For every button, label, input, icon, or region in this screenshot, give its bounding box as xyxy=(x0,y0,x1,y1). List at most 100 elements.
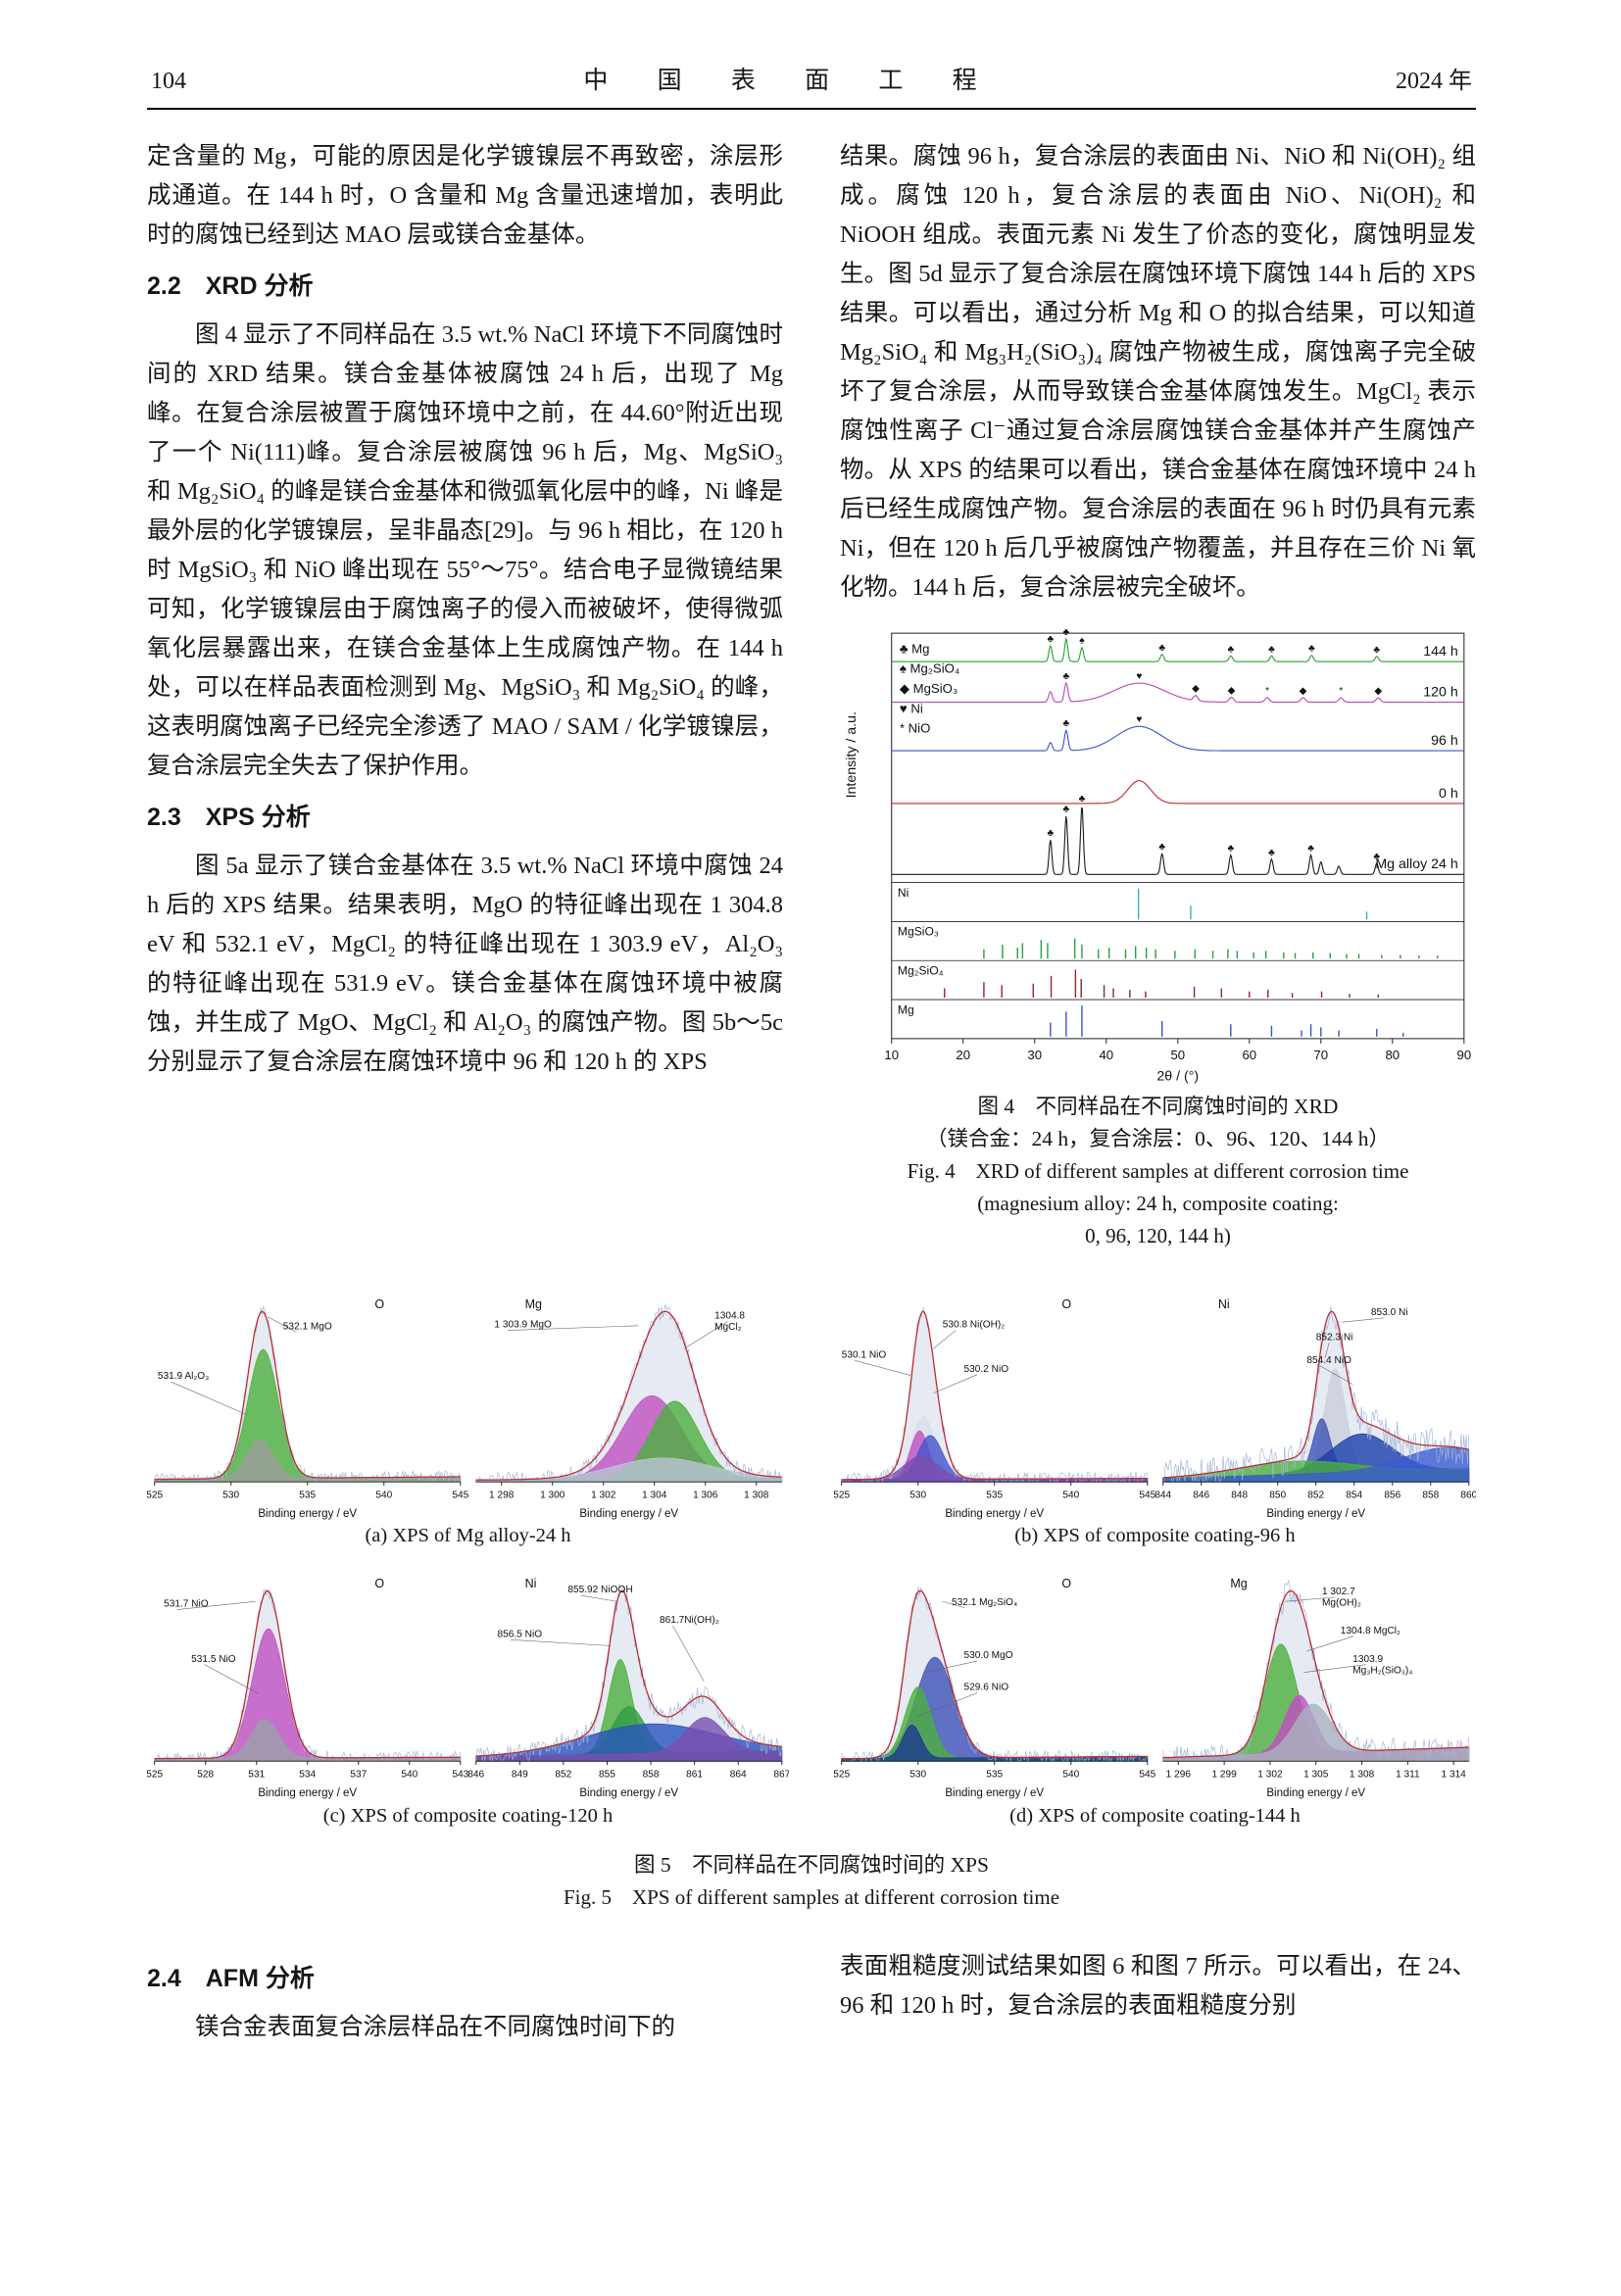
svg-text:Binding energy / eV: Binding energy / eV xyxy=(945,1507,1044,1519)
svg-text:Mg₂SiO₄: Mg₂SiO₄ xyxy=(898,963,944,977)
panel-c: 525 528 531 534 537 540 543 Binding energy / eV… xyxy=(147,1561,789,1841)
svg-text:♣: ♣ xyxy=(1227,844,1234,855)
xps-chart-d-mg: 1 296 1 299 1 302 1 305 1 308 1 311 1 314 Bindi… xyxy=(1155,1561,1477,1805)
svg-text:♣: ♣ xyxy=(1158,643,1165,654)
svg-text:528: 528 xyxy=(197,1770,214,1781)
svg-text:545: 545 xyxy=(1139,1770,1154,1781)
panel-c-caption: (c) XPS of composite coating-120 h xyxy=(322,1804,614,1827)
bottom-right-column: 表面粗糙度测试结果如图 6 和图 7 所示。可以看出，在 24、96 和 120… xyxy=(840,1947,1476,2047)
paragraph-xps: 图 5a 显示了镁合金基体在 3.5 wt.% NaCl 环境中腐蚀 24 h … xyxy=(147,853,783,1075)
svg-text:♣: ♣ xyxy=(1268,644,1275,655)
figure4-caption-en-1: Fig. 4 XRD of different samples at diffe… xyxy=(907,1158,1409,1183)
xps-chart-b-ni: 844 846 848 850 852 854 856 858 860 Binding energ… xyxy=(1155,1282,1477,1526)
svg-text:1 302: 1 302 xyxy=(1257,1770,1283,1781)
svg-text:540: 540 xyxy=(1062,1770,1079,1781)
svg-text:Binding energy / eV: Binding energy / eV xyxy=(945,1787,1044,1799)
svg-text:852.3 Ni: 852.3 Ni xyxy=(1315,1332,1352,1343)
panel-a-caption: (a) XPS of Mg alloy-24 h xyxy=(365,1525,571,1547)
svg-text:Intensity / a.u.: Intensity / a.u. xyxy=(844,711,860,798)
svg-text:Binding energy / eV: Binding energy / eV xyxy=(1266,1507,1365,1519)
svg-text:540: 540 xyxy=(375,1490,392,1500)
svg-text:1 311: 1 311 xyxy=(1396,1770,1420,1781)
svg-text:525: 525 xyxy=(147,1770,164,1781)
svg-text:856: 856 xyxy=(1384,1490,1400,1500)
svg-text:10: 10 xyxy=(884,1048,899,1062)
svg-text:858: 858 xyxy=(642,1770,659,1781)
svg-text:861: 861 xyxy=(686,1770,703,1781)
svg-text:1304.8 MgCl₂: 1304.8 MgCl₂ xyxy=(1340,1626,1400,1637)
panel-d-caption: (d) XPS of composite coating-144 h xyxy=(1009,1804,1301,1827)
svg-text:O: O xyxy=(374,1577,384,1590)
left-column: 定含量的 Mg，可能的原因是化学镀镍层不再致密，涂层形成通道。在 144 h 时… xyxy=(147,137,783,1252)
svg-text:MgSiO₃: MgSiO₃ xyxy=(898,925,939,939)
svg-text:848: 848 xyxy=(1231,1490,1248,1500)
svg-text:Binding energy / eV: Binding energy / eV xyxy=(258,1507,357,1519)
svg-text:1 304: 1 304 xyxy=(642,1490,667,1500)
svg-text:855.92 NiOOH: 855.92 NiOOH xyxy=(567,1585,632,1595)
svg-text:532.1 MgO: 532.1 MgO xyxy=(283,1321,332,1332)
xps-chart-a-mg: 1 298 1 300 1 302 1 304 1 306 1 308 Binding en… xyxy=(468,1282,790,1526)
svg-text:1 305: 1 305 xyxy=(1303,1770,1329,1781)
svg-text:1 299: 1 299 xyxy=(1211,1770,1237,1781)
section-heading-2-3: 2.3 XPS 分析 xyxy=(147,804,311,831)
figure5-row-1: 525 530 535 540 545 Binding energy / eV O 532.1… xyxy=(147,1282,1476,1562)
svg-text:Binding energy / eV: Binding energy / eV xyxy=(258,1787,357,1799)
svg-text:*: * xyxy=(1339,686,1343,697)
svg-text:534: 534 xyxy=(299,1770,316,1781)
svg-text:535: 535 xyxy=(299,1490,316,1500)
svg-text:855: 855 xyxy=(599,1770,615,1781)
svg-text:♥: ♥ xyxy=(1136,714,1142,725)
svg-text:1 306: 1 306 xyxy=(693,1490,718,1500)
xps-chart-a-o: 525 530 535 540 545 Binding energy / eV O 532.1… xyxy=(147,1282,468,1526)
xps-chart-d-o: 525 530 535 540 545 Binding energy / eV O 532.1… xyxy=(834,1561,1155,1805)
svg-text:20: 20 xyxy=(956,1048,970,1062)
xps-chart-c-o: 525 528 531 534 537 540 543 Binding energy / eV… xyxy=(147,1561,468,1805)
figure4-caption-cn-1: 图 4 不同样品在不同腐蚀时间的 XRD xyxy=(977,1094,1339,1118)
right-column: 结果。腐蚀 96 h，复合涂层的表面由 Ni、NiO 和 Ni(OH)₂ 组成。… xyxy=(840,137,1476,1252)
svg-text:535: 535 xyxy=(986,1770,1003,1781)
svg-text:530: 530 xyxy=(222,1490,239,1500)
figure-5: 525 530 535 540 545 Binding energy / eV O 532.1… xyxy=(147,1282,1476,1914)
svg-text:Binding energy / eV: Binding energy / eV xyxy=(579,1507,678,1519)
svg-text:♣: ♣ xyxy=(1063,671,1070,682)
svg-text:849: 849 xyxy=(511,1770,527,1781)
svg-text:532.1 Mg₂SiO₄: 532.1 Mg₂SiO₄ xyxy=(952,1597,1017,1608)
svg-text:Mg alloy 24 h: Mg alloy 24 h xyxy=(1375,856,1457,872)
svg-text:852: 852 xyxy=(1307,1490,1324,1500)
svg-text:♣: ♣ xyxy=(1308,644,1315,655)
svg-text:80: 80 xyxy=(1385,1048,1400,1062)
svg-text:1 308: 1 308 xyxy=(744,1490,769,1500)
svg-text:Mg: Mg xyxy=(524,1297,541,1311)
svg-text:♠: ♠ xyxy=(1079,636,1085,647)
svg-text:1 314: 1 314 xyxy=(1441,1770,1466,1781)
svg-text:O: O xyxy=(1061,1297,1071,1311)
svg-text:867: 867 xyxy=(773,1770,789,1781)
figure4-caption-en-3: 0, 96, 120, 144 h) xyxy=(1085,1223,1231,1247)
svg-text:854.4 NiO: 854.4 NiO xyxy=(1306,1354,1351,1365)
svg-text:144 h: 144 h xyxy=(1423,644,1458,659)
svg-text:531.9 Al₂O₃: 531.9 Al₂O₃ xyxy=(158,1371,209,1382)
paragraph-afm-continued: 表面粗糙度测试结果如图 6 和图 7 所示。可以看出，在 24、96 和 120… xyxy=(840,1952,1476,2019)
bottom-left-column: 2.4 AFM 分析 镁合金表面复合涂层样品在不同腐蚀时间下的 xyxy=(147,1947,783,2047)
figure4-caption-en-2: (magnesium alloy: 24 h, composite coatin… xyxy=(977,1191,1339,1215)
svg-text:◆: ◆ xyxy=(1192,684,1200,695)
figure-4: 144 h ♣ ♣ ♠ ♣ ♣ ♣ ♣ ♣ 120 h ♣ ♥ ◆ ◆ * ◆ * ◆ 96 h ♣ ♥ 0 h Mg al… xyxy=(840,623,1476,1252)
svg-text:♣: ♣ xyxy=(1268,848,1275,858)
svg-text:2θ / (°): 2θ / (°) xyxy=(1156,1068,1199,1084)
svg-text:Ni: Ni xyxy=(1217,1297,1229,1311)
svg-text:531.5 NiO: 531.5 NiO xyxy=(191,1654,236,1665)
paragraph-continuation: 定含量的 Mg，可能的原因是化学镀镍层不再致密，涂层形成通道。在 144 h 时… xyxy=(147,143,783,248)
panel-a: 525 530 535 540 545 Binding energy / eV O 532.1… xyxy=(147,1282,789,1562)
xps-chart-b-o: 525 530 535 540 545 Binding energy / eV O 530.8… xyxy=(834,1282,1155,1526)
svg-text:1 308: 1 308 xyxy=(1349,1770,1374,1781)
svg-text:530: 530 xyxy=(909,1770,926,1781)
svg-text:♣ Mg: ♣ Mg xyxy=(900,641,930,656)
svg-text:Mg: Mg xyxy=(898,1002,914,1016)
year-label: 2024 年 xyxy=(1395,69,1472,94)
body-columns: 定含量的 Mg，可能的原因是化学镀镍层不再致密，涂层形成通道。在 144 h 时… xyxy=(147,137,1476,1252)
panel-d: 525 530 535 540 545 Binding energy / eV O 532.1… xyxy=(834,1561,1476,1841)
journal-title: 中 国 表 面 工 程 xyxy=(583,68,999,94)
svg-text:852: 852 xyxy=(555,1770,571,1781)
svg-text:120 h: 120 h xyxy=(1423,684,1458,700)
